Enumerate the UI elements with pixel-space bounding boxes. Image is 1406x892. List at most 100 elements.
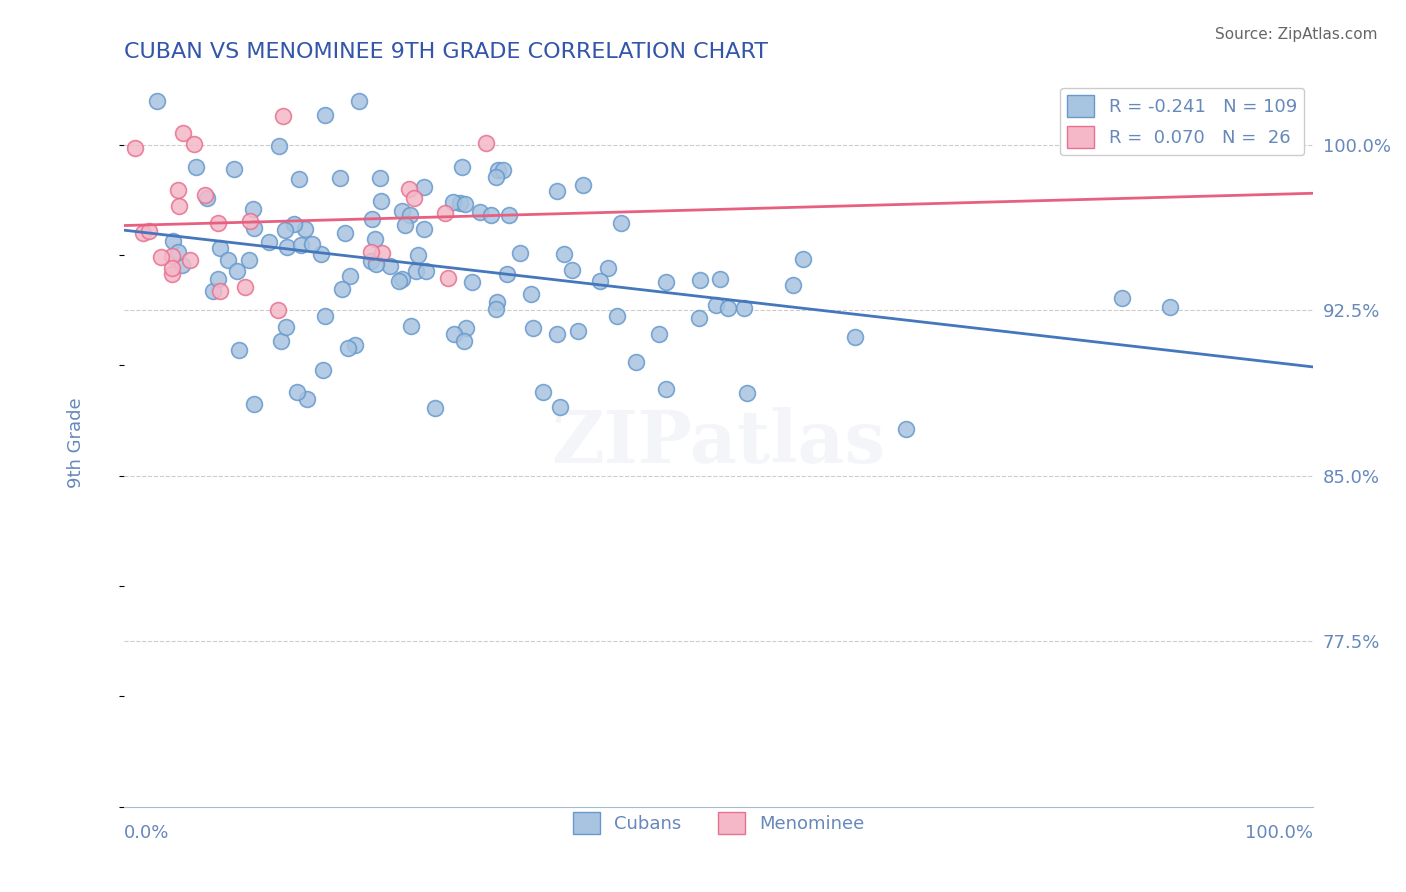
Point	[207, 271, 229, 285]
Point	[242, 202, 264, 217]
Point	[172, 127, 194, 141]
Point	[360, 254, 382, 268]
Point	[162, 234, 184, 248]
Point	[398, 181, 420, 195]
Point	[509, 246, 531, 260]
Point	[179, 253, 201, 268]
Point	[257, 235, 280, 249]
Point	[276, 240, 298, 254]
Point	[1111, 291, 1133, 305]
Point	[486, 163, 509, 178]
Point	[283, 217, 305, 231]
Point	[370, 194, 392, 209]
Point	[233, 280, 256, 294]
Point	[287, 385, 309, 400]
Point	[343, 338, 366, 352]
Point	[704, 298, 727, 312]
Point	[276, 320, 298, 334]
Point	[167, 199, 190, 213]
Point	[167, 244, 190, 259]
Point	[270, 334, 292, 349]
Point	[425, 401, 447, 416]
Point	[138, 224, 160, 238]
Point	[273, 222, 295, 236]
Point	[655, 276, 678, 290]
Point	[522, 320, 544, 334]
Point	[217, 252, 239, 267]
Text: 9th Grade: 9th Grade	[67, 397, 86, 488]
Text: 100.0%: 100.0%	[1246, 824, 1313, 842]
Point	[479, 208, 502, 222]
Point	[610, 216, 633, 230]
Point	[461, 275, 484, 289]
Point	[388, 274, 411, 288]
Point	[792, 252, 814, 266]
Point	[485, 169, 508, 184]
Point	[485, 301, 508, 316]
Point	[498, 208, 520, 222]
Point	[648, 326, 671, 341]
Point	[553, 247, 575, 261]
Point	[496, 267, 519, 281]
Point	[329, 171, 352, 186]
Legend: Cubans, Menominee: Cubans, Menominee	[565, 805, 872, 841]
Point	[733, 301, 755, 315]
Point	[124, 141, 146, 155]
Point	[239, 214, 262, 228]
Point	[371, 246, 394, 260]
Point	[415, 264, 437, 278]
Text: Source: ZipAtlas.com: Source: ZipAtlas.com	[1215, 27, 1378, 42]
Point	[242, 221, 264, 235]
Point	[399, 318, 422, 333]
Point	[301, 236, 323, 251]
Point	[336, 342, 359, 356]
Point	[519, 287, 541, 301]
Point	[162, 267, 184, 281]
Point	[606, 309, 628, 323]
Point	[195, 190, 218, 204]
Point	[366, 257, 388, 271]
Point	[160, 249, 183, 263]
Point	[238, 252, 260, 267]
Point	[267, 139, 290, 153]
Point	[225, 264, 247, 278]
Point	[433, 206, 456, 220]
Point	[561, 263, 583, 277]
Point	[209, 241, 232, 255]
Point	[314, 108, 336, 122]
Point	[408, 248, 430, 262]
Point	[443, 327, 465, 342]
Point	[567, 324, 589, 338]
Point	[546, 185, 568, 199]
Point	[364, 232, 387, 246]
Point	[688, 311, 710, 326]
Point	[453, 334, 475, 348]
Point	[314, 309, 336, 323]
Point	[441, 194, 464, 209]
Point	[290, 238, 312, 252]
Point	[243, 397, 266, 411]
Point	[186, 160, 208, 174]
Point	[208, 284, 231, 298]
Point	[370, 170, 392, 185]
Point	[689, 273, 711, 287]
Point	[360, 245, 382, 260]
Point	[492, 163, 515, 178]
Point	[405, 264, 427, 278]
Point	[349, 94, 371, 108]
Point	[194, 188, 217, 202]
Point	[166, 183, 188, 197]
Point	[735, 386, 758, 401]
Point	[844, 330, 866, 344]
Point	[709, 272, 731, 286]
Point	[228, 343, 250, 358]
Point	[896, 422, 918, 436]
Point	[412, 179, 434, 194]
Point	[468, 205, 491, 219]
Point	[548, 400, 571, 414]
Point	[183, 137, 205, 152]
Point	[655, 382, 678, 396]
Text: 0.0%: 0.0%	[124, 824, 169, 842]
Point	[588, 274, 610, 288]
Point	[450, 161, 472, 175]
